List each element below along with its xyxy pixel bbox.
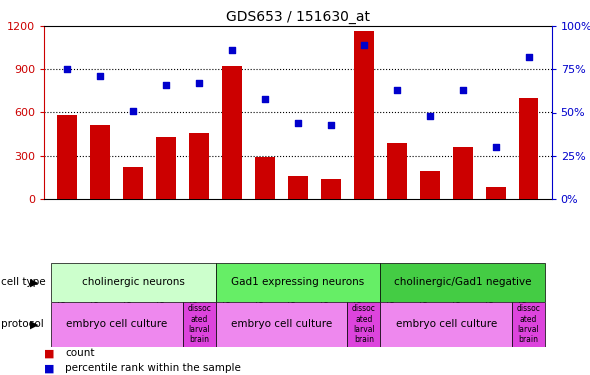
Bar bbox=[420, 171, 440, 199]
Bar bbox=[381, 262, 545, 302]
Bar bbox=[156, 137, 176, 199]
Text: GSM16947: GSM16947 bbox=[157, 262, 166, 312]
Text: GSM16945: GSM16945 bbox=[91, 262, 100, 312]
Text: GSM16949: GSM16949 bbox=[454, 262, 463, 312]
Text: ▶: ▶ bbox=[30, 320, 38, 329]
Text: GSM16946: GSM16946 bbox=[124, 262, 133, 312]
Bar bbox=[354, 31, 373, 199]
Title: GDS653 / 151630_at: GDS653 / 151630_at bbox=[226, 10, 370, 24]
Text: embryo cell culture: embryo cell culture bbox=[231, 320, 332, 329]
Bar bbox=[222, 66, 242, 199]
Bar bbox=[321, 178, 341, 199]
Point bbox=[162, 82, 171, 88]
Point bbox=[260, 96, 270, 102]
Point bbox=[425, 113, 434, 119]
Text: cell type: cell type bbox=[1, 277, 45, 287]
Bar bbox=[90, 125, 110, 199]
Text: Gad1 expressing neurons: Gad1 expressing neurons bbox=[231, 277, 365, 287]
Point bbox=[392, 87, 402, 93]
Text: GSM16951: GSM16951 bbox=[223, 262, 232, 312]
Text: GSM16944: GSM16944 bbox=[58, 262, 67, 312]
Text: GSM16894: GSM16894 bbox=[421, 262, 430, 312]
Text: cholinergic/Gad1 negative: cholinergic/Gad1 negative bbox=[394, 277, 532, 287]
Text: GSM16956: GSM16956 bbox=[355, 262, 364, 312]
Point bbox=[227, 47, 237, 53]
Bar bbox=[57, 116, 77, 199]
Text: ▶: ▶ bbox=[30, 277, 38, 287]
Text: cholinergic neurons: cholinergic neurons bbox=[82, 277, 185, 287]
Bar bbox=[381, 302, 512, 347]
Point bbox=[194, 80, 204, 86]
Text: GSM16948: GSM16948 bbox=[190, 262, 199, 312]
Bar bbox=[123, 167, 143, 199]
Bar bbox=[51, 262, 215, 302]
Bar bbox=[51, 302, 183, 347]
Bar bbox=[486, 187, 506, 199]
Text: GSM16952: GSM16952 bbox=[256, 262, 265, 312]
Text: dissoc
ated
larval
brain: dissoc ated larval brain bbox=[517, 304, 540, 345]
Text: GSM16955: GSM16955 bbox=[520, 262, 529, 312]
Text: GSM16954: GSM16954 bbox=[322, 262, 331, 312]
Bar bbox=[215, 302, 348, 347]
Text: dissoc
ated
larval
brain: dissoc ated larval brain bbox=[352, 304, 376, 345]
Point bbox=[326, 122, 336, 128]
Text: embryo cell culture: embryo cell culture bbox=[66, 320, 168, 329]
Bar bbox=[348, 302, 381, 347]
Text: GSM16953: GSM16953 bbox=[289, 262, 298, 312]
Point bbox=[293, 120, 303, 126]
Bar bbox=[183, 302, 215, 347]
Bar bbox=[255, 157, 275, 199]
Text: percentile rank within the sample: percentile rank within the sample bbox=[65, 363, 241, 374]
Point bbox=[491, 144, 500, 150]
Text: dissoc
ated
larval
brain: dissoc ated larval brain bbox=[187, 304, 211, 345]
Text: embryo cell culture: embryo cell culture bbox=[395, 320, 497, 329]
Text: GSM16893: GSM16893 bbox=[388, 262, 397, 312]
Text: protocol: protocol bbox=[1, 320, 43, 329]
Bar bbox=[453, 147, 473, 199]
Bar bbox=[512, 302, 545, 347]
Point bbox=[63, 66, 72, 72]
Bar bbox=[519, 98, 539, 199]
Point bbox=[359, 42, 369, 48]
Point bbox=[458, 87, 467, 93]
Bar bbox=[215, 262, 381, 302]
Point bbox=[96, 73, 105, 79]
Text: GSM16950: GSM16950 bbox=[487, 262, 496, 312]
Bar bbox=[387, 143, 407, 199]
Bar bbox=[189, 133, 209, 199]
Bar bbox=[288, 176, 308, 199]
Text: count: count bbox=[65, 348, 94, 358]
Text: ■: ■ bbox=[44, 348, 55, 358]
Point bbox=[524, 54, 533, 60]
Point bbox=[129, 108, 138, 114]
Text: ■: ■ bbox=[44, 363, 55, 374]
